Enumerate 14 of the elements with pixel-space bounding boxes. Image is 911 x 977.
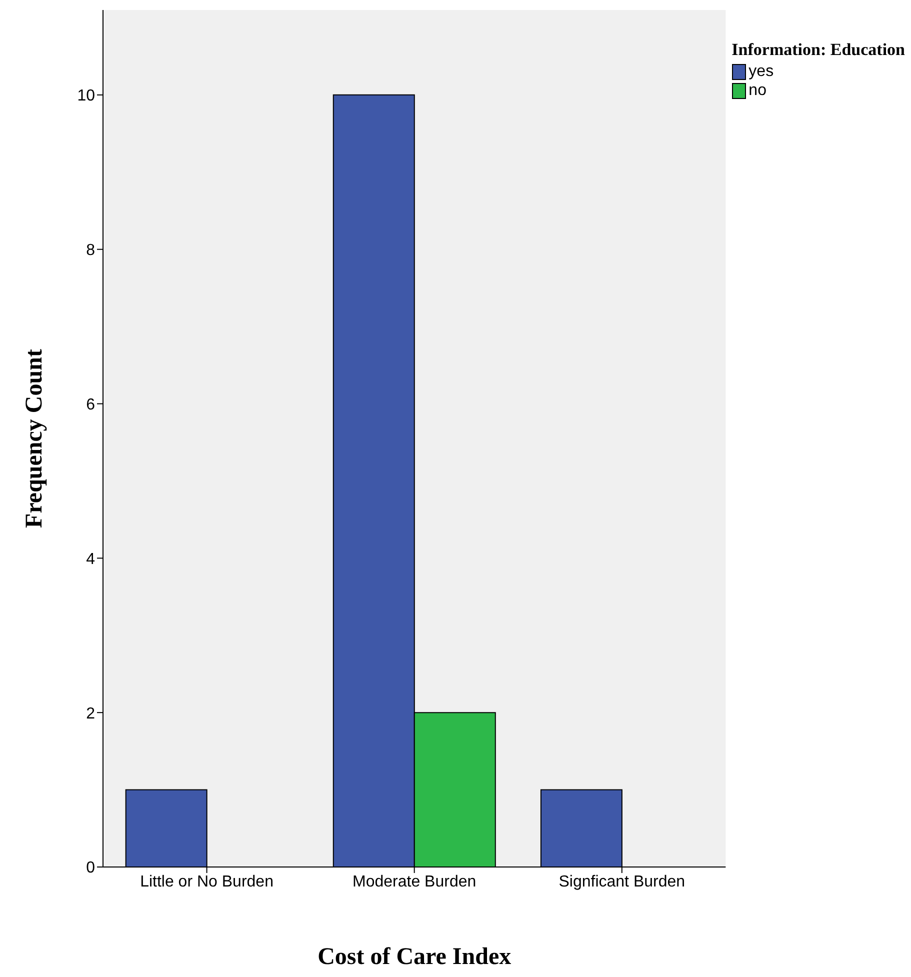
y-axis-title: Frequency Count xyxy=(22,349,48,528)
y-tick-label: 10 xyxy=(77,88,96,105)
x-tick-label: Little or No Burden xyxy=(140,873,274,890)
legend-title: Information: Education xyxy=(732,40,905,60)
y-tick-label: 6 xyxy=(86,396,96,414)
legend-label: yes xyxy=(748,62,774,81)
y-tick-label: 4 xyxy=(86,550,96,568)
y-tick-label: 2 xyxy=(86,705,96,722)
y-tick-label: 0 xyxy=(86,860,96,877)
legend-label: no xyxy=(748,81,766,100)
x-axis-title: Cost of Care Index xyxy=(318,944,512,970)
x-tick-label: Moderate Burden xyxy=(352,873,476,890)
y-tick-label: 8 xyxy=(86,242,96,260)
x-tick-label: Signficant Burden xyxy=(558,873,686,890)
